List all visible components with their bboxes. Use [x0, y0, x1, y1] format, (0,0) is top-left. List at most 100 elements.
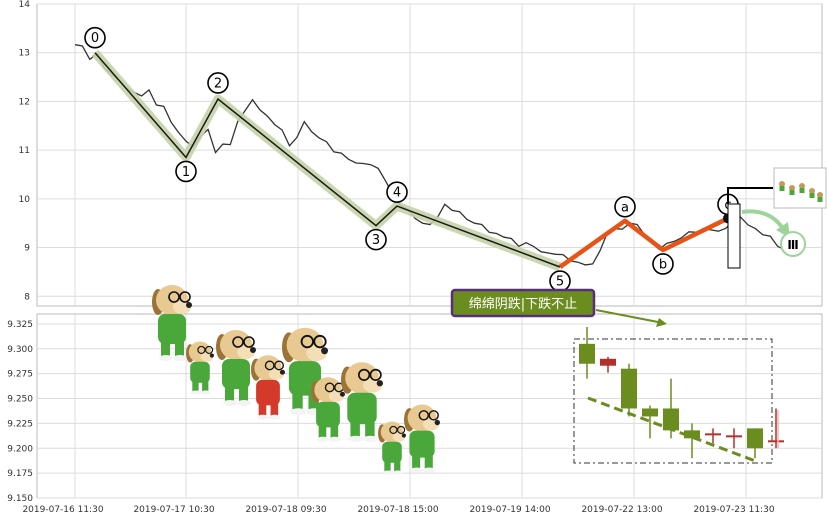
thumbnail-dog-body — [817, 197, 823, 202]
annotation-arrow-line — [595, 309, 659, 323]
wave-point-label: 2 — [214, 76, 222, 91]
dog-shoe — [290, 408, 307, 416]
dog-overalls — [190, 361, 210, 383]
candle-body — [600, 358, 616, 366]
dog-mascot — [186, 341, 214, 395]
top-plot-area — [36, 3, 823, 307]
thumbnail-dog — [799, 183, 805, 189]
annotation-box — [450, 288, 596, 318]
dog-mascot — [251, 355, 285, 420]
bottom-y-tick-label: 9.225 — [7, 419, 33, 429]
dog-glasses — [397, 425, 406, 434]
dog-leg — [239, 387, 248, 401]
annotation-text: 绵绵阴跌|下跌不止 — [469, 296, 577, 312]
end-marker-circle — [780, 231, 806, 257]
dog-nose — [434, 419, 440, 426]
dog-glasses — [418, 410, 430, 421]
wave-point-label: a — [621, 200, 629, 215]
dog-leg — [350, 422, 360, 437]
dog-overalls — [256, 379, 280, 406]
dog-nose — [250, 347, 256, 353]
candle-body — [579, 343, 595, 364]
wave-point-label: 5 — [556, 275, 564, 290]
dog-shoe — [348, 435, 364, 443]
dog-overalls — [222, 359, 250, 389]
candle-inset-frame — [573, 338, 773, 464]
candle-body — [747, 428, 763, 449]
dog-mascot — [341, 362, 383, 443]
bottom-y-tick-label: 9.300 — [7, 345, 33, 355]
projection-line — [558, 216, 729, 269]
dog-nose — [376, 380, 383, 387]
dog-overalls — [409, 430, 435, 458]
bottom-y-tick-label: 9.325 — [7, 320, 33, 330]
candle-body — [663, 408, 679, 431]
dog-glasses — [243, 336, 255, 348]
dog-leg — [330, 425, 339, 438]
dog-nose — [321, 347, 328, 355]
thumbnail-dog — [789, 185, 795, 191]
thumbnail-dog — [817, 192, 823, 198]
dog-leg — [394, 461, 401, 472]
dog-leg — [270, 403, 279, 416]
impulse-wave-line — [94, 52, 561, 268]
dog-shoe — [363, 435, 378, 443]
wave-label-circle — [652, 253, 674, 275]
x-tick-label: 2019-07-17 10:30 — [133, 505, 214, 515]
dog-leg — [225, 387, 234, 401]
dog-nose — [339, 391, 345, 397]
dog-shoe — [190, 390, 201, 395]
dog-mascot — [152, 285, 192, 361]
end-marker-label: Ⅲ — [787, 238, 798, 252]
dog-leg — [365, 422, 375, 437]
candle-body — [768, 440, 784, 443]
wave-point-label: 4 — [393, 186, 401, 201]
candle-body — [684, 430, 700, 439]
dog-glasses — [313, 334, 327, 349]
bottom-y-tick-label: 9.250 — [7, 395, 33, 405]
wave-label-circle — [207, 72, 229, 94]
dog-overalls — [316, 401, 340, 428]
thumbnail-dog-body — [779, 186, 785, 191]
dog-glasses — [324, 382, 335, 393]
wave-point-label: 0 — [91, 31, 99, 46]
thumbnail-dog-body — [799, 188, 805, 193]
dog-shoe — [200, 390, 211, 395]
wave-point-label: 1 — [182, 165, 190, 180]
dog-glasses — [168, 291, 180, 303]
dog-leg — [192, 381, 199, 392]
top-y-tick-label: 9 — [24, 244, 30, 254]
dog-nose — [279, 369, 285, 375]
dog-mascot — [311, 377, 345, 442]
dog-overalls — [347, 392, 377, 425]
dog-glasses — [197, 345, 206, 354]
dog-leg — [412, 455, 421, 469]
wave-overlay: 012345abcⅢ — [84, 26, 827, 292]
dog-leg — [384, 461, 391, 472]
top-y-tick-label: 8 — [24, 292, 30, 302]
top-y-tick-label: 13 — [19, 49, 30, 59]
dog-glasses — [264, 360, 275, 371]
dog-glasses — [274, 360, 284, 371]
dog-shoe — [382, 470, 393, 475]
dog-glasses — [389, 425, 398, 434]
dog-glasses — [232, 336, 244, 348]
x-tick-label: 2019-07-19 14:00 — [469, 505, 550, 515]
candle-body — [621, 368, 637, 409]
dog-shoe — [237, 400, 251, 406]
dog-glasses — [300, 334, 314, 349]
x-tick-label: 2019-07-23 11:30 — [693, 505, 774, 515]
bottom-y-tick-label: 9.275 — [7, 370, 33, 380]
candle-body — [642, 408, 658, 417]
dog-leg — [424, 455, 433, 469]
dog-glasses — [358, 368, 371, 381]
dog-glasses — [179, 291, 191, 303]
bottom-y-tick-label: 9.175 — [7, 469, 33, 479]
dog-glasses — [428, 410, 439, 421]
x-tick-label: 2019-07-18 09:30 — [245, 505, 326, 515]
wave-label-circle — [386, 181, 408, 203]
dog-leg — [292, 393, 303, 410]
dog-leg — [202, 381, 209, 392]
